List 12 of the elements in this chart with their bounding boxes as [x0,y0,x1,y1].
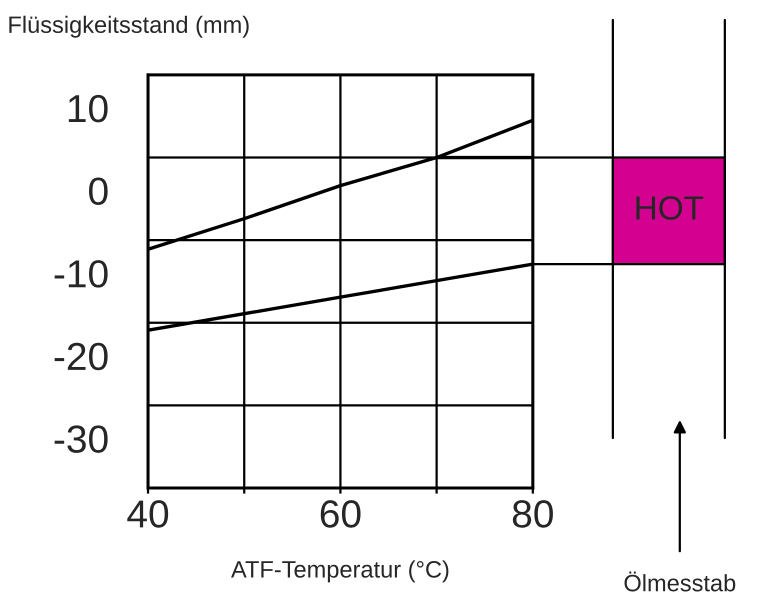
x-tick-label: 40 [127,500,168,528]
text: HOT [636,196,704,220]
y-axis-title: Flüssigkeitsstand (mm) [9,16,249,38]
x-axis-title: ATF-Temperatur (°C) [231,560,448,582]
text: Ölmesstab [624,571,736,592]
y-tick-label: -20 [54,342,108,370]
x-tick-label: 60 [320,500,361,528]
y-tick-label: -30 [54,425,108,453]
y-tick-label: 0 [89,178,108,206]
x-tick-label: 80 [512,500,553,528]
y-tick-label: -10 [54,260,108,288]
y-tick-label: 10 [68,94,108,122]
